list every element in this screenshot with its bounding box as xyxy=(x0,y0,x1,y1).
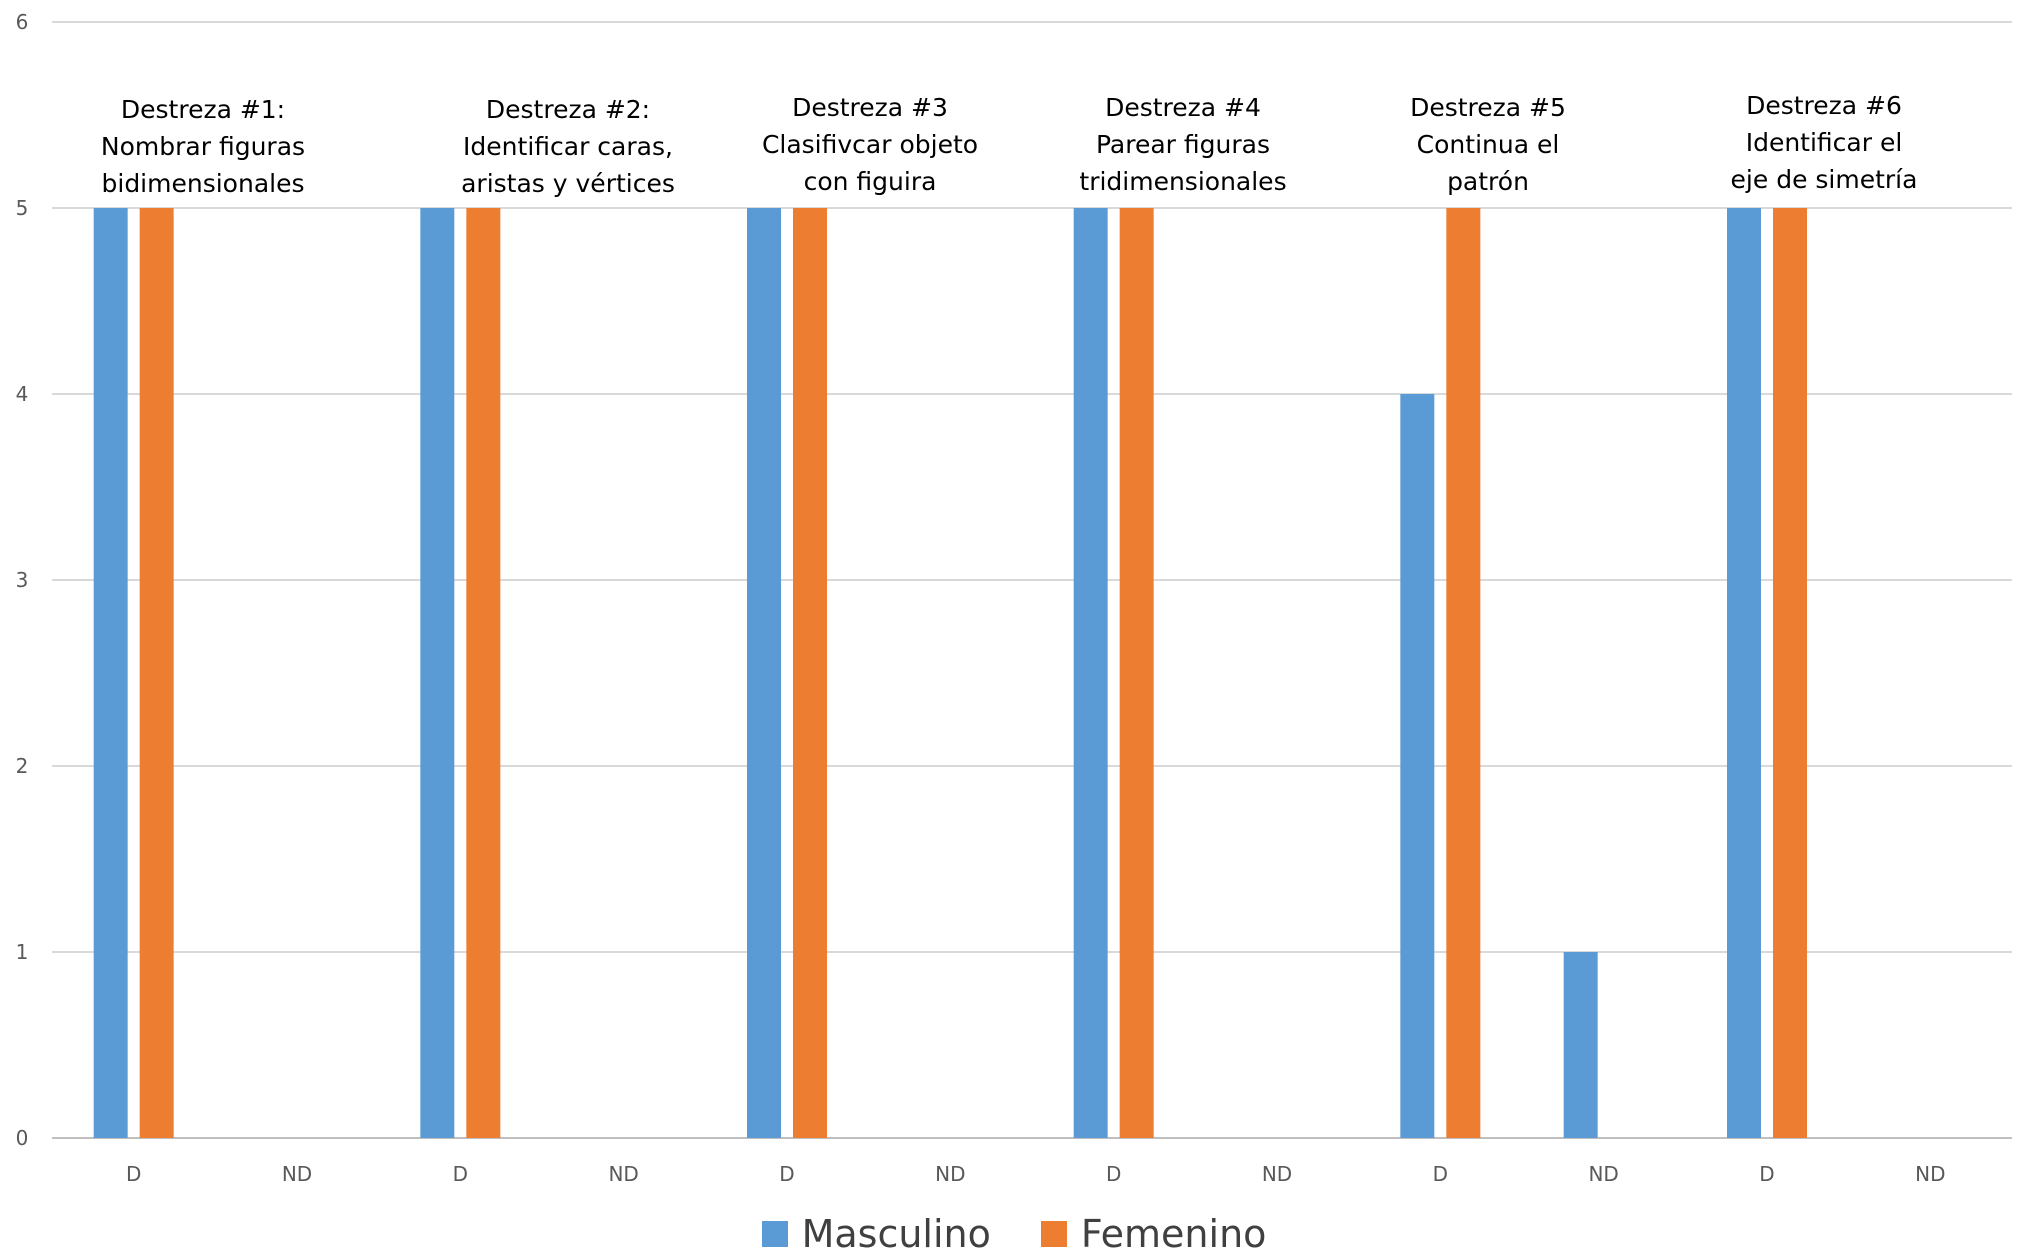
legend-label-masculino: Masculino xyxy=(801,1212,991,1256)
group-label-line: Destreza #6 xyxy=(1746,91,1902,120)
group-label-line: Nombrar figuras xyxy=(101,132,305,161)
bar-masculino xyxy=(1727,208,1761,1138)
group-label-line: patrón xyxy=(1447,167,1529,196)
x-tick-label: ND xyxy=(935,1162,965,1186)
x-tick-label: ND xyxy=(1262,1162,1292,1186)
group-label-line: Clasifivcar objeto xyxy=(762,130,978,159)
legend-swatch-masculino xyxy=(761,1221,788,1247)
bar-femenino xyxy=(139,208,174,1138)
y-tick-label: 6 xyxy=(16,10,29,34)
x-tick-label: D xyxy=(1106,1162,1121,1186)
group-label-line: Destreza #5 xyxy=(1410,93,1566,122)
bar-masculino xyxy=(1563,952,1598,1138)
group-label-line: Destreza #2: xyxy=(486,95,650,124)
group-label-line: Parear figuras xyxy=(1096,130,1270,159)
y-tick-label: 1 xyxy=(16,940,29,964)
legend-item-masculino: Masculino xyxy=(761,1212,991,1256)
legend-item-femenino: Femenino xyxy=(1040,1212,1267,1256)
group-label-line: Continua el xyxy=(1417,130,1560,159)
x-tick-label: ND xyxy=(1915,1162,1945,1186)
group-label-line: eje de simetría xyxy=(1731,165,1918,194)
y-tick-label: 5 xyxy=(16,196,29,220)
x-tick-label: D xyxy=(779,1162,794,1186)
x-tick-label: D xyxy=(1433,1162,1448,1186)
group-label-line: Destreza #3 xyxy=(792,93,948,122)
bar-masculino xyxy=(1400,394,1435,1138)
x-tick-label: ND xyxy=(1588,1162,1618,1186)
y-tick-label: 0 xyxy=(16,1126,29,1150)
group-label-line: bidimensionales xyxy=(102,169,305,198)
bar-masculino xyxy=(93,208,128,1138)
x-tick-label: ND xyxy=(608,1162,638,1186)
group-label-line: aristas y vértices xyxy=(461,169,675,198)
bar-femenino xyxy=(1446,208,1481,1138)
group-label-line: Identificar el xyxy=(1746,128,1903,157)
bar-femenino xyxy=(466,208,501,1138)
x-tick-label: ND xyxy=(282,1162,312,1186)
y-tick-label: 3 xyxy=(16,568,29,592)
group-label-line: Destreza #4 xyxy=(1105,93,1261,122)
bar-masculino xyxy=(1073,208,1108,1138)
group-label-line: Identificar caras, xyxy=(463,132,673,161)
chart-legend: Masculino Femenino xyxy=(0,1212,2028,1256)
x-tick-label: D xyxy=(1759,1162,1774,1186)
legend-label-femenino: Femenino xyxy=(1080,1212,1267,1256)
x-tick-label: D xyxy=(453,1162,468,1186)
group-label-line: tridimensionales xyxy=(1079,167,1286,196)
legend-swatch-femenino xyxy=(1040,1221,1067,1247)
bar-femenino xyxy=(1773,208,1807,1138)
x-tick-label: D xyxy=(126,1162,141,1186)
group-label-line: con figuira xyxy=(804,167,937,196)
group-label-line: Destreza #1: xyxy=(121,95,285,124)
bar-femenino xyxy=(793,208,827,1138)
bar-femenino xyxy=(1119,208,1154,1138)
y-tick-label: 4 xyxy=(16,382,29,406)
y-tick-label: 2 xyxy=(16,754,29,778)
bar-masculino xyxy=(420,208,455,1138)
bar-masculino xyxy=(747,208,781,1138)
